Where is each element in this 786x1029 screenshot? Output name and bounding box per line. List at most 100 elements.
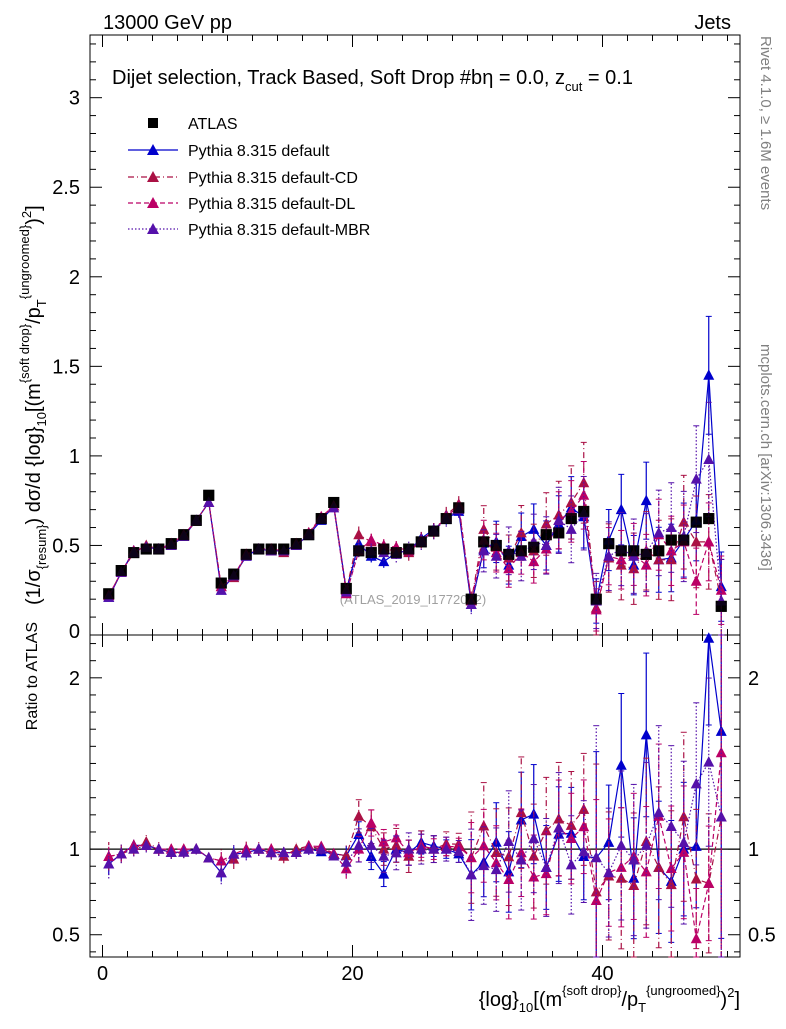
atlas-point-top xyxy=(315,513,327,525)
y-axis-label-d-sup: {ungroomed} xyxy=(17,224,32,299)
atlas-point-top xyxy=(678,534,690,546)
ratio-marker-mbr xyxy=(478,859,490,871)
marker-cd xyxy=(690,535,702,547)
y-axis-label: (1/σ{resum}) dσ/d {log}10[(m{soft drop}/… xyxy=(17,205,49,605)
atlas-point-top xyxy=(440,513,452,525)
marker-mbr xyxy=(690,473,702,484)
ratio-y-tick-label-right: 0.5 xyxy=(748,925,776,947)
atlas-point-top xyxy=(715,600,727,612)
ratio-marker-mbr xyxy=(178,846,190,857)
ratio-marker-mbr xyxy=(253,843,265,854)
legend-marker-mbr xyxy=(147,223,159,234)
plot-title-main: Dijet selection, Track Based, Soft Drop … xyxy=(112,67,482,89)
ratio-marker-mbr xyxy=(265,846,277,858)
ratio-marker-mbr xyxy=(115,847,127,859)
atlas-point-top xyxy=(415,536,427,548)
ratio-marker-mbr xyxy=(553,822,565,833)
ratio-marker-dl xyxy=(703,877,715,888)
rivet-label: Rivet 4.1.0, ≥ 1.6M events xyxy=(757,36,774,210)
ratio-marker-default xyxy=(365,850,377,862)
ratio-marker-mbr xyxy=(603,866,615,878)
ratio-y-axis-label: Ratio to ATLAS xyxy=(24,622,41,730)
y-axis-label-d: /p xyxy=(23,307,45,324)
legend-item-cd: Pythia 8.315 default-CD xyxy=(128,170,358,187)
header-right: Jets xyxy=(694,12,731,34)
ratio-marker-mbr xyxy=(215,866,227,878)
y-axis-label-f: ] xyxy=(23,205,45,211)
atlas-point-top xyxy=(653,545,665,557)
legend-item-mbr: Pythia 8.315 default-MBR xyxy=(128,222,370,239)
ratio-marker-default xyxy=(703,632,715,643)
marker-dl xyxy=(578,489,590,500)
atlas-point-top xyxy=(615,545,627,557)
marker-mbr xyxy=(478,544,490,556)
ratio-marker-mbr xyxy=(490,863,502,875)
x-axis-label-slash: /p xyxy=(621,989,638,1011)
atlas-point-top xyxy=(665,534,677,546)
plot-title-zval: = 0.1 xyxy=(582,67,633,89)
atlas-point-top xyxy=(478,536,490,548)
ratio-marker-dl xyxy=(690,932,702,944)
atlas-point-top xyxy=(103,588,115,600)
ratio-line-cd xyxy=(108,807,722,894)
x-tick-label: 0 xyxy=(97,963,108,985)
plot-title-eta: η = 0.0, z xyxy=(482,67,565,89)
marker-dl xyxy=(365,534,377,545)
legend-item-dl: Pythia 8.315 default-DL xyxy=(128,196,355,213)
marker-default xyxy=(640,494,652,506)
ratio-marker-mbr xyxy=(640,839,652,850)
atlas-point-top xyxy=(540,529,552,541)
legend-label-mbr: Pythia 8.315 default-MBR xyxy=(188,222,370,239)
ratio-panel-data xyxy=(90,632,740,958)
marker-default xyxy=(703,369,715,380)
ratio-marker-mbr xyxy=(678,836,690,848)
ratio-marker-mbr xyxy=(690,777,702,789)
y-axis-label-a-sub: {resum} xyxy=(34,524,49,569)
ratio-marker-cd xyxy=(665,878,677,890)
atlas-point-top xyxy=(178,529,190,541)
atlas-point-top xyxy=(190,514,202,526)
atlas-point-top xyxy=(203,489,215,501)
ratio-marker-cd xyxy=(528,850,540,861)
x-axis-label-log: {log} xyxy=(479,989,519,1011)
ratio-marker-default xyxy=(615,759,627,770)
ratio-marker-mbr xyxy=(528,832,540,844)
ratio-marker-mbr xyxy=(465,868,477,880)
marker-dl xyxy=(528,555,540,567)
ratio-marker-mbr xyxy=(378,850,390,861)
atlas-point-top xyxy=(403,543,415,555)
ratio-marker-cd xyxy=(653,861,665,872)
x-axis-label-open: [(m xyxy=(533,989,562,1011)
series-line-mbr xyxy=(108,457,722,605)
ratio-marker-mbr xyxy=(390,846,402,858)
x-axis-label-end: ] xyxy=(734,989,740,1011)
y-tick-label: 2 xyxy=(69,267,80,289)
ratio-marker-mbr xyxy=(228,848,240,859)
marker-dl xyxy=(690,575,702,586)
atlas-point-top xyxy=(153,543,165,555)
ratio-marker-mbr xyxy=(565,858,577,870)
ratio-y-tick-label: 1 xyxy=(69,839,80,861)
legend-marker-atlas xyxy=(148,118,158,128)
ratio-marker-mbr xyxy=(703,756,715,767)
y-tick-label-zero: 0 xyxy=(69,621,80,643)
atlas-point-top xyxy=(515,545,527,557)
atlas-point-top xyxy=(228,568,240,580)
marker-default xyxy=(615,503,627,515)
ratio-marker-mbr xyxy=(440,843,452,854)
atlas-point-top xyxy=(503,548,515,560)
x-axis-label-close: ) xyxy=(721,989,728,1011)
ratio-marker-mbr xyxy=(165,846,177,857)
ratio-marker-mbr xyxy=(203,851,215,863)
ratio-marker-mbr xyxy=(615,839,627,850)
legend-label-cd: Pythia 8.315 default-CD xyxy=(188,170,358,187)
marker-mbr xyxy=(703,453,715,464)
atlas-point-top xyxy=(528,541,540,553)
ratio-marker-dl xyxy=(565,832,577,844)
atlas-point-top xyxy=(390,547,402,559)
ratio-marker-dl xyxy=(540,867,552,879)
x-axis-label-sd-sup: {soft drop} xyxy=(562,983,622,998)
ratio-marker-cd xyxy=(678,810,690,822)
